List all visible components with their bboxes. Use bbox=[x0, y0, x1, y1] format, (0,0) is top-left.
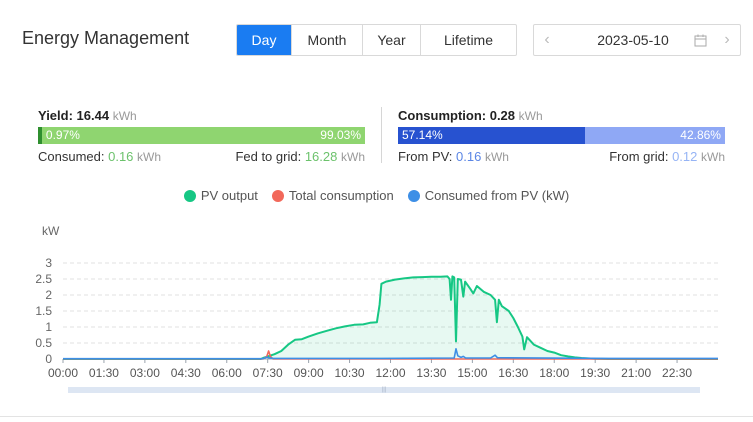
x-tick-label: 03:00 bbox=[130, 366, 160, 380]
legend-dot-total-consumption bbox=[271, 189, 284, 202]
chevron-right-icon[interactable]: › bbox=[724, 31, 730, 48]
page-title: Energy Management bbox=[22, 28, 190, 48]
yield-label: Yield: bbox=[38, 108, 73, 123]
y-tick-label: 1 bbox=[45, 320, 52, 334]
series-line-consumed-from-pv bbox=[63, 348, 718, 360]
tab-lifetime[interactable]: Lifetime bbox=[443, 32, 494, 48]
legend-item-consumed-from-pv[interactable]: Consumed from PV (kW) bbox=[407, 188, 569, 203]
x-tick-label: 18:00 bbox=[539, 366, 569, 380]
yield-bar-self-consumed bbox=[38, 127, 42, 144]
x-tick-label: 10:30 bbox=[335, 366, 365, 380]
yield-bar-consumed-percent: 0.97% bbox=[45, 128, 80, 142]
legend-item-total-consumption[interactable]: Total consumption bbox=[271, 188, 394, 203]
tab-year[interactable]: Year bbox=[363, 25, 421, 55]
bottom-divider bbox=[0, 416, 753, 417]
x-tick-label: 06:00 bbox=[212, 366, 242, 380]
y-tick-label: 3 bbox=[45, 256, 52, 270]
chevron-left-icon[interactable]: ‹ bbox=[544, 31, 550, 48]
yield-footer: Consumed: 0.16 kWh Fed to grid: 16.28 kW… bbox=[38, 149, 365, 164]
yield-bar: 0.97% 99.03% bbox=[38, 127, 365, 144]
yield-unit: kWh bbox=[112, 109, 137, 123]
x-tick-label: 19:30 bbox=[580, 366, 610, 380]
panel-divider bbox=[381, 107, 382, 163]
x-tick-label: 13:30 bbox=[416, 366, 446, 380]
y-tick-label: 0 bbox=[45, 352, 52, 366]
consumption-bar: 57.14% 42.86% bbox=[398, 127, 725, 144]
consumption-from-grid: From grid: 0.12 kWh bbox=[609, 149, 725, 164]
x-tick-label: 09:00 bbox=[294, 366, 324, 380]
period-tabs: Day Month Year Lifetime bbox=[236, 24, 517, 56]
series-line-pv-output bbox=[63, 275, 718, 360]
y-tick-label: 2.5 bbox=[35, 272, 52, 286]
consumption-panel: Consumption: 0.28 kWh 57.14% 42.86% From… bbox=[398, 108, 725, 164]
series-area-pv-output bbox=[63, 276, 718, 359]
x-tick-label: 07:30 bbox=[253, 366, 283, 380]
y-axis-label: kW bbox=[42, 224, 60, 238]
yield-fed-to-grid: Fed to grid: 16.28 kWh bbox=[235, 149, 365, 164]
consumption-label: Consumption: bbox=[398, 108, 487, 123]
yield-bar-fed: 0.97% 99.03% bbox=[41, 127, 365, 144]
x-tick-label: 21:00 bbox=[621, 366, 651, 380]
yield-header: Yield: 16.44 kWh bbox=[38, 108, 365, 123]
date-value[interactable]: 2023-05-10 bbox=[597, 32, 669, 48]
legend-item-pv-output[interactable]: PV output bbox=[183, 188, 258, 203]
x-tick-label: 00:00 bbox=[48, 366, 78, 380]
x-tick-label: 12:00 bbox=[375, 366, 405, 380]
energy-chart[interactable]: kW 0 0.5 1 1.5 2 2.5 3 00:00 01:30 03:00 04:30 06:00… bbox=[0, 215, 753, 387]
consumption-unit: kWh bbox=[518, 109, 543, 123]
legend-dot-consumed-from-pv bbox=[407, 189, 420, 202]
yield-bar-fed-percent: 99.03% bbox=[320, 128, 361, 142]
tab-month[interactable]: Month bbox=[292, 25, 363, 55]
consumption-bar-pv: 57.14% bbox=[398, 127, 585, 144]
x-tick-label: 16:30 bbox=[498, 366, 528, 380]
x-tick-label: 15:00 bbox=[457, 366, 487, 380]
x-tick-label: 22:30 bbox=[662, 366, 692, 380]
consumption-footer: From PV: 0.16 kWh From grid: 0.12 kWh bbox=[398, 149, 725, 164]
consumption-value: 0.28 bbox=[489, 108, 516, 123]
x-tick-label: 01:30 bbox=[89, 366, 119, 380]
y-tick-label: 1.5 bbox=[35, 304, 52, 318]
y-tick-label: 0.5 bbox=[35, 336, 52, 350]
consumption-header: Consumption: 0.28 kWh bbox=[398, 108, 725, 123]
chart-legend: PV output Total consumption Consumed fro… bbox=[0, 188, 753, 203]
consumption-bar-grid: 42.86% bbox=[584, 127, 725, 144]
date-picker[interactable]: ‹ 2023-05-10 › bbox=[533, 24, 741, 56]
yield-consumed: Consumed: 0.16 kWh bbox=[38, 149, 162, 164]
yield-panel: Yield: 16.44 kWh 0.97% 99.03% Consumed: … bbox=[38, 108, 365, 164]
y-tick-label: 2 bbox=[45, 288, 52, 302]
scrollbar-handle[interactable]: ||| bbox=[381, 387, 387, 393]
tab-day[interactable]: Day bbox=[237, 25, 292, 55]
chart-zoom-scrollbar[interactable]: ||| bbox=[68, 387, 700, 393]
yield-value: 16.44 bbox=[76, 108, 110, 123]
consumption-from-pv: From PV: 0.16 kWh bbox=[398, 149, 509, 164]
x-tick-label: 04:30 bbox=[171, 366, 201, 380]
calendar-icon[interactable] bbox=[686, 34, 714, 47]
legend-dot-pv-output bbox=[183, 189, 196, 202]
